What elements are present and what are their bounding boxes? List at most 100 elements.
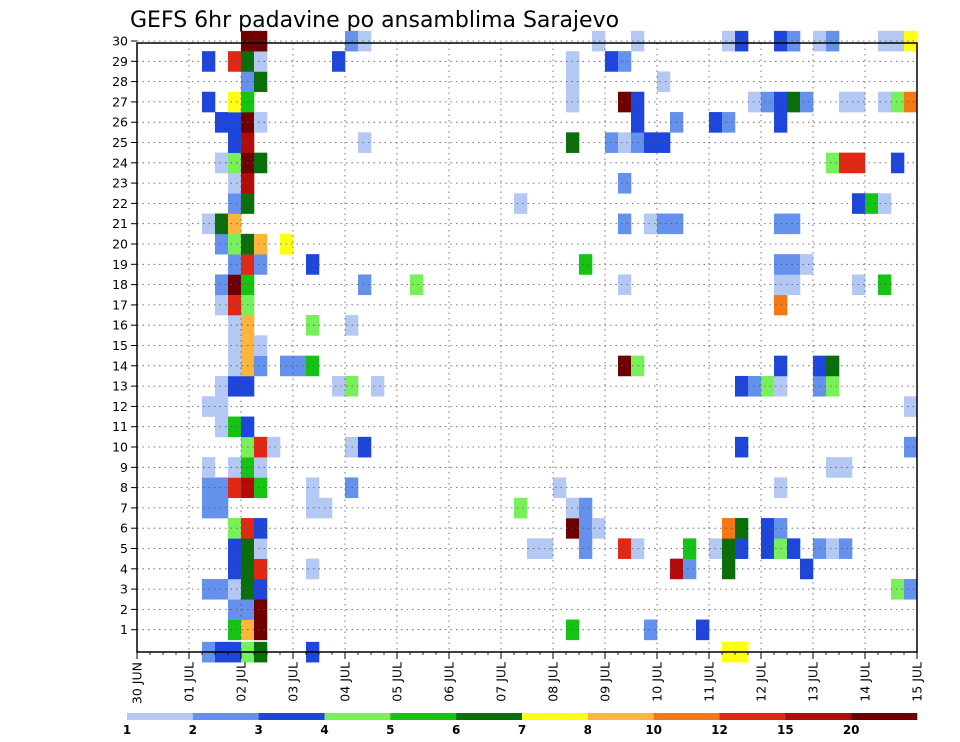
heatmap-cell: [618, 538, 632, 559]
colorbar-swatch: [192, 713, 259, 720]
heatmap-cell: [215, 497, 229, 519]
heatmap-cell: [215, 213, 229, 235]
heatmap-cell: [878, 30, 892, 52]
y-tick-label: 22: [112, 196, 128, 211]
heatmap-cell: [358, 30, 372, 52]
y-tick-label: 9: [120, 460, 128, 475]
heatmap-cell: [371, 375, 385, 397]
heatmap-cell: [891, 152, 905, 174]
heatmap-cell: [228, 51, 242, 72]
y-tick-label: 17: [112, 297, 128, 312]
heatmap-cell: [254, 619, 268, 641]
heatmap-cell: [215, 152, 229, 174]
heatmap-cell: [722, 30, 736, 52]
heatmap-cell: [826, 538, 840, 559]
colorbar-swatch: [390, 713, 457, 720]
heatmap-cell: [228, 152, 242, 174]
colorbar-swatch: [653, 713, 720, 720]
y-tick-label: 24: [112, 155, 128, 170]
x-tick-label: 08 JUL: [546, 662, 561, 702]
heatmap-cell: [904, 436, 918, 458]
heatmap-cell: [514, 497, 528, 519]
heatmap-cell: [267, 436, 281, 458]
heatmap-cell: [800, 558, 814, 580]
heatmap-cell: [228, 315, 242, 336]
heatmap-cell: [254, 112, 268, 133]
y-tick-label: 10: [112, 440, 128, 455]
heatmap-cell: [878, 193, 892, 214]
heatmap-cell: [254, 152, 268, 174]
heatmap-cell: [254, 558, 268, 580]
heatmap-cell: [228, 599, 242, 620]
heatmap-cell: [865, 193, 879, 214]
y-tick-label: 20: [112, 237, 128, 252]
heatmap-cell: [878, 274, 892, 296]
x-tick-label: 02 JUL: [234, 662, 249, 702]
heatmap-cell: [228, 172, 242, 194]
heatmap-cell: [878, 91, 892, 113]
chart-title: GEFS 6hr padavine po ansamblima Sarajevo: [130, 8, 619, 33]
heatmap-cell: [228, 233, 242, 255]
x-tick-label: 13 JUL: [806, 662, 821, 702]
y-tick-label: 19: [112, 257, 128, 272]
colorbar-label: 12: [711, 723, 728, 737]
heatmap-cell: [683, 538, 697, 559]
heatmap-cell: [215, 112, 229, 133]
y-tick-label: 8: [120, 480, 128, 495]
y-tick-label: 7: [120, 500, 128, 515]
heatmap-cell: [306, 497, 320, 519]
heatmap-cell: [618, 132, 632, 153]
colorbar-swatch: [456, 713, 523, 720]
heatmap-cell: [579, 538, 593, 559]
heatmap-cell: [696, 619, 710, 641]
y-tick-label: 5: [120, 541, 128, 556]
colorbar-swatch: [719, 713, 786, 720]
heatmap-cell: [358, 132, 372, 153]
colorbar-label: 10: [645, 723, 662, 737]
heatmap-cell: [748, 375, 762, 397]
heatmap-cell: [228, 416, 242, 438]
y-tick-label: 4: [120, 561, 128, 576]
heatmap-cell: [787, 213, 801, 235]
heatmap-cell: [826, 152, 840, 174]
x-tick-label: 09 JUL: [598, 662, 613, 702]
heatmap-cell: [228, 213, 242, 235]
heatmap-cell: [904, 91, 918, 113]
heatmap-cell: [618, 91, 632, 113]
colorbar-label: 7: [518, 723, 526, 737]
colorbar-label: 6: [452, 723, 460, 737]
colorbar-swatch: [258, 713, 325, 720]
heatmap-cell: [787, 30, 801, 52]
y-tick-label: 30: [112, 34, 128, 49]
heatmap-cell: [228, 112, 242, 133]
heatmap-cell: [228, 558, 242, 580]
heatmap-cell: [332, 51, 346, 72]
heatmap-cell: [657, 132, 671, 153]
heatmap-cell: [891, 91, 905, 113]
heatmap-cell: [254, 538, 268, 559]
heatmap-cell: [228, 457, 242, 478]
heatmap-cell: [319, 497, 333, 519]
x-tick-label: 30 JUN: [130, 662, 145, 704]
heatmap-cell: [215, 375, 229, 397]
heatmap-cell: [215, 416, 229, 438]
heatmap-cell: [605, 51, 619, 72]
x-tick-label: 05 JUL: [390, 662, 405, 702]
heatmap-cell: [228, 355, 242, 377]
heatmap-cell: [254, 436, 268, 458]
y-tick-label: 1: [120, 622, 128, 637]
colorbar-label: 15: [777, 723, 794, 737]
heatmap-cell: [618, 213, 632, 235]
heatmap-cell: [228, 518, 242, 539]
heatmap-cell: [228, 538, 242, 559]
heatmap-cell: [306, 558, 320, 580]
heatmap-cell: [722, 558, 736, 580]
x-tick-label: 14 JUL: [858, 662, 873, 702]
heatmap-cell: [839, 457, 853, 478]
heatmap-cell: [215, 233, 229, 255]
heatmap-cell: [735, 30, 749, 52]
colorbar-label: 2: [189, 723, 197, 737]
heatmap-cell: [254, 457, 268, 478]
heatmap-cell: [254, 518, 268, 539]
heatmap-cell: [254, 233, 268, 255]
